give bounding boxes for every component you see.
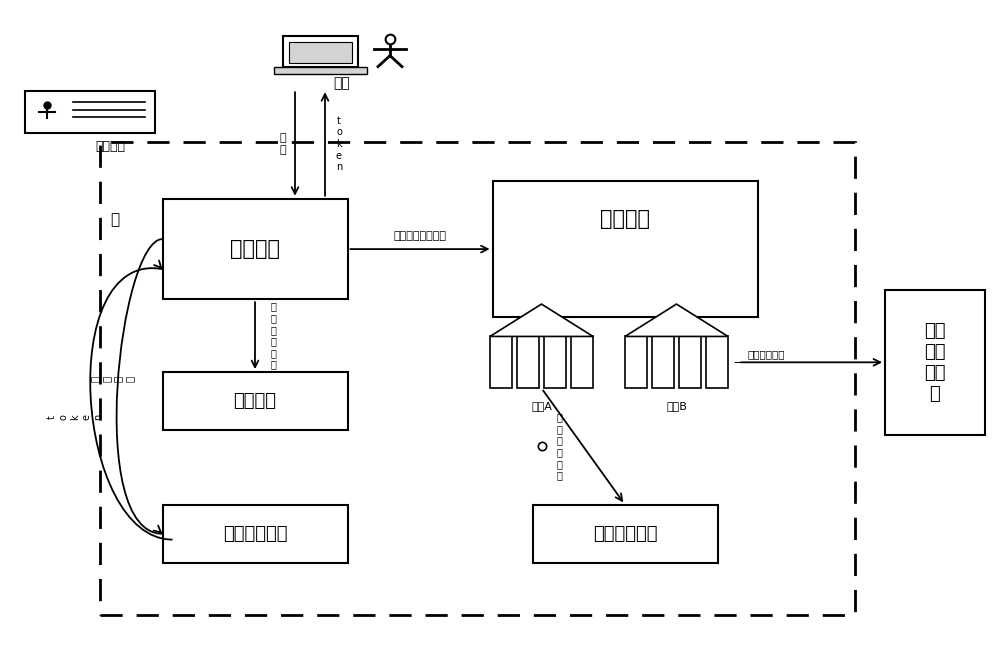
FancyBboxPatch shape [679,336,701,388]
Text: 轮流调用插件认证: 轮流调用插件认证 [394,232,447,241]
FancyBboxPatch shape [162,199,348,299]
Polygon shape [625,304,728,336]
FancyBboxPatch shape [625,336,647,388]
FancyBboxPatch shape [162,372,348,430]
Text: 调用三方认证: 调用三方认证 [748,349,786,360]
FancyBboxPatch shape [517,336,539,388]
FancyBboxPatch shape [283,36,358,67]
Text: t
o
k
e
n: t o k e n [336,116,342,172]
FancyBboxPatch shape [652,336,674,388]
Text: 第三
方认
证系
统: 第三 方认 证系 统 [924,322,946,402]
FancyBboxPatch shape [289,42,352,63]
FancyBboxPatch shape [25,91,155,133]
FancyBboxPatch shape [544,336,566,388]
Text: 存
存
会
话: 存 存 会 话 [90,375,134,382]
FancyBboxPatch shape [706,336,728,388]
FancyBboxPatch shape [885,290,985,435]
FancyBboxPatch shape [490,336,512,388]
Text: 插件B: 插件B [666,401,687,411]
Text: 插件引擎: 插件引擎 [600,209,650,229]
FancyBboxPatch shape [162,505,348,563]
Polygon shape [490,304,593,336]
Text: 用户管理系统: 用户管理系统 [593,525,657,543]
Text: 获
取
用
户
信
息: 获 取 用 户 信 息 [556,412,562,481]
Text: 会话管理系统: 会话管理系统 [223,525,287,543]
Text: 流程引擎: 流程引擎 [230,239,280,259]
Text: 🔑: 🔑 [110,212,120,228]
FancyBboxPatch shape [274,67,367,74]
Text: 账
号: 账 号 [280,133,286,155]
FancyBboxPatch shape [492,181,758,317]
FancyBboxPatch shape [532,505,718,563]
Text: 用户信息: 用户信息 [95,140,125,153]
Text: 配置中心: 配置中心 [234,392,276,410]
Text: —: — [733,356,746,369]
Text: 插
件
配
置
查
询: 插 件 配 置 查 询 [271,302,277,369]
Text: t
o
k
e
n: t o k e n [47,414,103,421]
FancyBboxPatch shape [571,336,593,388]
Text: 插件A: 插件A [531,401,552,411]
Text: 用户: 用户 [334,76,350,91]
